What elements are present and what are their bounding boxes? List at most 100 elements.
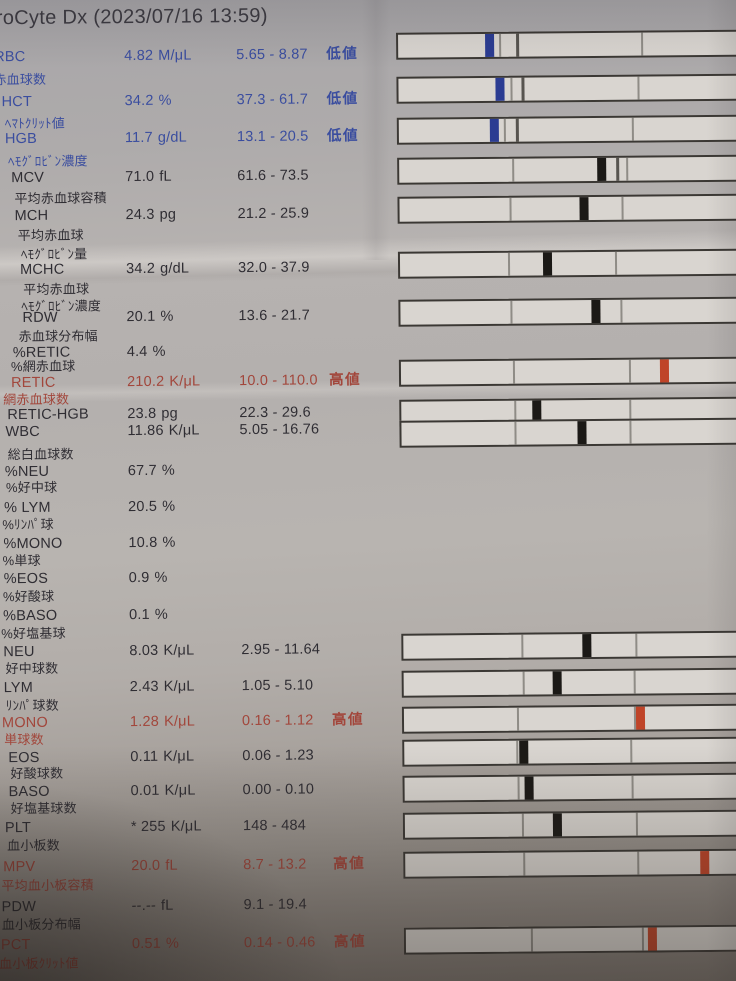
value-group-mcv: 71.0 fL [125,169,172,186]
value-group-mch: 24.3 pg [126,207,177,224]
range-hct: 37.3 - 61.7 [236,91,309,109]
flag-high-pct: 高値 [333,934,367,951]
test-name-wbc: WBC [5,423,40,441]
bar-tick [512,158,515,182]
bar-tick [641,32,644,56]
range-bar-rbc [396,29,736,60]
sub-label-wbc-0: 総白血球数 [7,446,74,463]
test-name-rbc: RBC [0,48,26,66]
bar-marker-mchc [542,252,553,276]
sub-label-pct-lym-0: %ﾘﾝﾊﾟ球 [2,516,54,533]
bar-tick [530,928,534,952]
bar-tick [516,707,520,731]
unit-rdw: % [160,308,174,325]
range-bar-mch [397,193,736,224]
value-group-pct-baso: 0.1% [129,607,168,624]
bar-tick [516,740,519,764]
bar-tick [616,157,620,181]
value-group-mchc: 34.2 g/dL [126,261,189,278]
unit-pct-baso: % [154,606,169,623]
test-name-pct: PCT [0,936,31,954]
test-name-pct-neu: %NEU [4,463,50,481]
value-neu: 8.03 [129,642,159,660]
unit-baso: K/μL [164,782,196,799]
sub-label-pdw-0: 血小板分布幅 [1,916,82,933]
bar-marker-wbc [577,421,587,445]
test-name-mono: MONO [1,714,49,732]
range-bar-neu [401,630,736,661]
report-title: roCyte Dx (2023/07/16 13:59) [0,4,268,30]
bar-tick [631,117,634,141]
value-rbc: 4.82 [124,47,154,65]
sub-label-plt-0: 血小板数 [7,837,60,854]
range-bar-retic [398,356,736,387]
bar-tick [641,927,645,951]
unit-rbc: M/μL [158,47,192,64]
test-name-neu: NEU [3,643,35,661]
flag-low-rbc: 低値 [326,46,359,63]
value-group-plt: * 255 K/μL [131,818,202,835]
sub-label-hgb-0: ﾍﾓｸﾞﾛﾋﾞﾝ濃度 [8,153,88,170]
bar-tick [521,813,525,837]
range-retic: 10.0 - 110.0 [238,372,318,390]
unit-plt: K/μL [170,818,202,835]
bar-tick [510,77,513,101]
test-name-lym: LYM [3,679,34,697]
unit-pct-lym: % [162,498,176,515]
sub-label-hct-0: ﾍﾏﾄｸﾘｯﾄ値 [4,115,65,132]
value-group-pct-retic: 4.4% [127,344,166,361]
value-group-mpv: 20.0 fL [131,858,178,875]
test-name-pct-lym: % LYM [4,499,51,517]
range-bar-mono [401,703,736,734]
test-name-pct-eos: %EOS [3,570,49,588]
value-group-pct-neu: 67.7% [128,463,175,480]
value-pct-lym: 20.5 [128,498,158,516]
bar-marker-baso [524,776,534,800]
test-name-hgb: HGB [4,130,38,148]
unit-mcv: fL [159,168,172,185]
unit-mono: K/μL [163,713,196,730]
bar-tick [509,197,512,221]
bar-marker-mcv [597,157,607,181]
bar-marker-hgb [489,118,499,142]
value-group-pct: 0.51% [132,936,179,953]
unit-hgb: g/dL [157,129,187,146]
unit-retic-hgb: pg [161,405,178,422]
bar-tick [629,420,632,444]
range-bar-baso [402,772,736,803]
range-eos: 0.06 - 1.23 [242,747,314,765]
value-group-pct-mono: 10.8% [128,535,175,552]
bar-marker-neu [582,634,592,658]
value-hgb: 11.7 [124,129,153,147]
bar-tick [637,851,640,875]
sub-label-rdw-0: 赤血球分布幅 [18,328,98,345]
bar-marker-mpv [700,851,710,875]
value-group-retic-hgb: 23.8 pg [127,406,178,423]
sub-label-mch-0: 平均赤血球 [17,227,84,244]
bar-tick [516,33,520,57]
sub-label-baso-0: 好塩基球数 [10,800,77,817]
sub-label-pct-mono-0: %単球 [2,552,41,569]
unit-mch: pg [159,206,177,223]
range-bar-plt [402,809,736,840]
range-bar-mcv [397,154,736,185]
sub-label-pct-0: 血小板ｸﾘｯﾄ値 [0,955,79,972]
flag-high-mpv: 高値 [333,856,366,873]
unit-hct: % [158,92,172,109]
bar-tick [514,421,517,445]
flag-low-hct: 低値 [326,91,359,108]
range-bar-mpv [403,848,736,879]
range-retic-hgb: 22.3 - 29.6 [239,404,311,422]
bar-tick [628,359,632,383]
bar-tick [626,157,629,181]
value-group-mono: 1.28 K/μL [130,714,195,731]
test-name-pdw: PDW [1,898,37,916]
unit-mpv: fL [165,857,178,874]
value-pdw: --.-- [131,897,157,915]
flag-low-hgb: 低値 [326,128,359,145]
bar-tick [503,118,506,142]
sub-label-mch-1: ﾍﾓｸﾞﾛﾋﾞﾝ量 [20,246,88,263]
value-lym: 2.43 [129,678,159,696]
test-name-mpv: MPV [3,858,36,876]
sub-label-pct-baso-0: %好塩基球 [1,625,66,642]
